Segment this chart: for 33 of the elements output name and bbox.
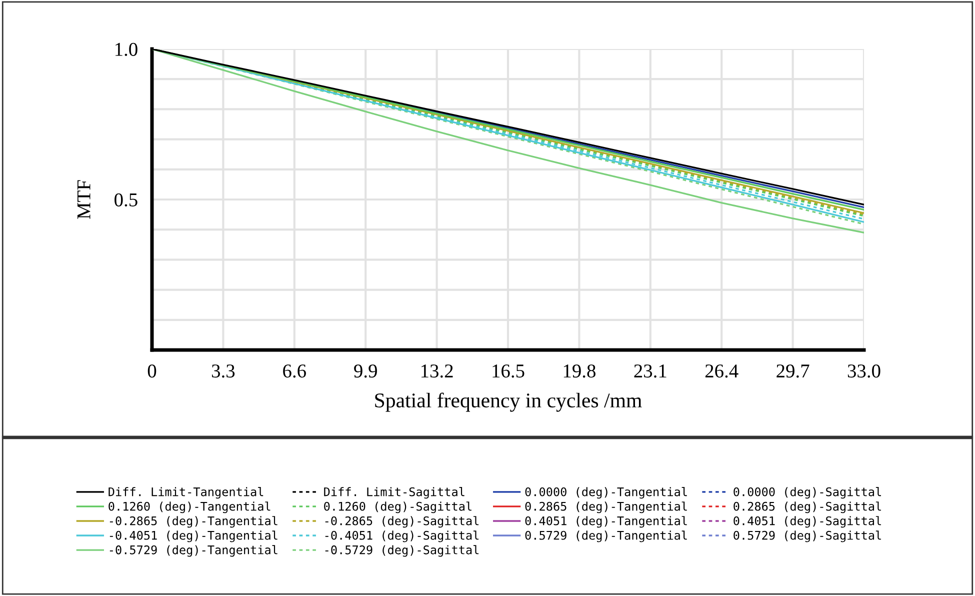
y-axis-title: MTF	[77, 180, 90, 219]
x-tick-label: 33.0	[848, 364, 880, 378]
legend-label: -0.5729 (deg)-Tangential	[110, 545, 278, 557]
x-tick-label: 16.5	[492, 364, 524, 378]
x-tick-label: 23.1	[634, 364, 666, 378]
x-tick-label: 6.6	[283, 364, 306, 378]
legend-label: 0.4051 (deg)-Tangential	[525, 516, 687, 528]
legend-label: 0.1260 (deg)-Tangential	[108, 502, 270, 514]
legend-label: 0.5729 (deg)-Tangential	[525, 530, 687, 542]
legend-label: -0.4051 (deg)-Sagittal	[325, 530, 479, 542]
legend-label: 0.5729 (deg)-Sagittal	[734, 530, 881, 542]
x-tick-label: 0	[148, 364, 156, 378]
x-axis-title: Spatial frequency in cycles /mm	[375, 392, 642, 412]
y-tick-label: 0.5	[114, 193, 138, 207]
legend-label: 0.0000 (deg)-Tangential	[525, 487, 687, 499]
x-tick-label: 9.9	[354, 364, 377, 378]
x-tick-label: 13.2	[421, 364, 453, 378]
legend-label: Diff. Limit-Sagittal	[324, 487, 464, 499]
legend-label: 0.0000 (deg)-Sagittal	[734, 487, 881, 499]
legend-label: -0.2865 (deg)-Sagittal	[325, 516, 479, 528]
x-tick-label: 3.3	[212, 364, 235, 378]
x-tick-label: 26.4	[705, 364, 738, 378]
y-tick-label: 1.0	[116, 42, 138, 56]
legend-label: -0.4051 (deg)-Tangential	[110, 530, 278, 542]
legend-label: 0.1260 (deg)-Sagittal	[324, 502, 472, 514]
x-tick-label: 29.7	[776, 364, 810, 378]
legend-label: 0.2865 (deg)-Tangential	[525, 502, 687, 514]
legend-label: Diff. Limit-Tangential	[108, 487, 264, 499]
legend-label: -0.5729 (deg)-Sagittal	[325, 545, 479, 557]
legend-label: -0.2865 (deg)-Tangential	[110, 516, 278, 528]
legend-label: 0.2865 (deg)-Sagittal	[734, 502, 881, 514]
legend-label: 0.4051 (deg)-Sagittal	[734, 516, 881, 528]
x-tick-label: 19.8	[564, 364, 596, 378]
